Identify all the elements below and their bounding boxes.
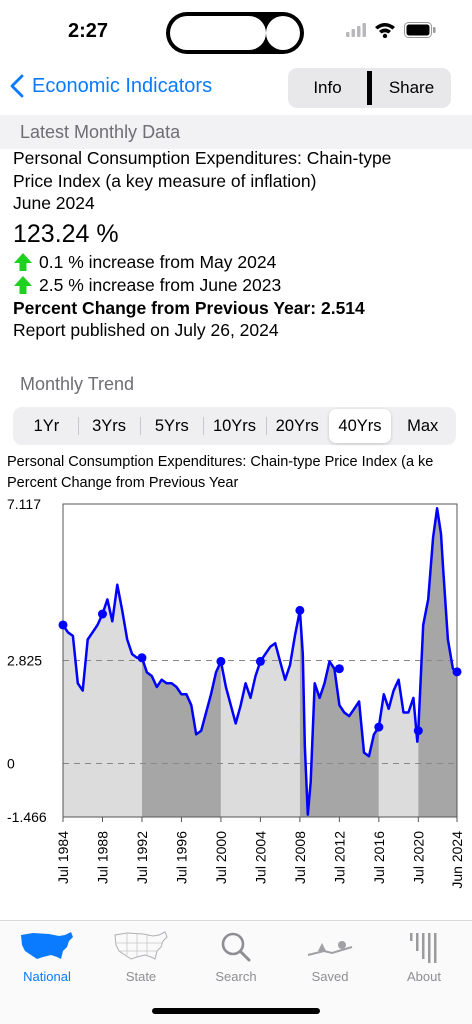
x-tick-label: Jul 2000 — [213, 831, 229, 884]
pct-change-label: Percent Change from Previous Year: 2.514 — [13, 297, 365, 318]
state-map-icon — [114, 931, 168, 960]
data-point — [137, 653, 147, 663]
tab-search[interactable]: Search — [196, 929, 276, 984]
navigation-bar: Economic Indicators Info Share — [0, 62, 472, 114]
info-button[interactable]: Info — [313, 78, 342, 97]
latest-data-block: Personal Consumption Expenditures: Chain… — [13, 147, 463, 342]
chart-ylabel: Percent Change from Previous Year — [7, 475, 239, 491]
data-point — [374, 722, 384, 732]
data-point — [97, 609, 107, 619]
data-point — [295, 605, 305, 615]
index-value: 123.24 % — [13, 219, 119, 248]
chevron-left-icon — [10, 74, 24, 98]
data-point — [452, 667, 462, 677]
data-point — [216, 656, 226, 666]
latest-data-header: Latest Monthly Data — [0, 115, 472, 149]
trend-chart[interactable]: 7.117 2.825 0 -1.466 Jul 1984 Jul 1988 Jul 199… — [0, 492, 472, 917]
range-selector: 1Yr 3Yrs 5Yrs 10Yrs 20Yrs 40Yrs Max — [13, 407, 456, 445]
tab-saved[interactable]: Saved — [290, 929, 370, 984]
range-3yrs[interactable]: 3Yrs — [77, 409, 141, 443]
x-tick-label: Jul 1988 — [94, 831, 110, 884]
x-tick-label: Jul 1996 — [173, 831, 189, 884]
tab-national-label: National — [23, 969, 71, 984]
y-tick-label: 0 — [7, 756, 15, 772]
tab-saved-label: Saved — [311, 969, 349, 984]
tab-bar: National State Search Saved About — [0, 920, 472, 1024]
magnifier-icon — [221, 932, 251, 962]
info-share-control: Info Share — [288, 68, 451, 108]
saved-icon — [307, 941, 353, 956]
island-pill — [170, 16, 266, 50]
up-arrow-icon — [14, 253, 32, 271]
range-5yrs[interactable]: 5Yrs — [140, 409, 203, 443]
share-button[interactable]: Share — [388, 78, 435, 97]
back-button-label: Economic Indicators — [32, 74, 213, 97]
range-20yrs[interactable]: 20Yrs — [265, 409, 329, 443]
dynamic-island — [166, 12, 304, 54]
y-tick-label: 2.825 — [7, 653, 42, 669]
wifi-icon — [375, 23, 395, 38]
published-label: Report published on July 26, 2024 — [13, 320, 279, 340]
signal-icon — [346, 23, 366, 37]
home-indicator — [152, 1008, 320, 1014]
monthly-trend-header: Monthly Trend — [0, 367, 472, 401]
y-tick-label: -1.466 — [7, 809, 47, 825]
range-40yrs[interactable]: 40Yrs — [328, 409, 392, 443]
up-arrow-icon — [14, 276, 32, 294]
change-month-row: 0.1 % increase from May 2024 — [13, 251, 463, 274]
data-point — [334, 664, 344, 674]
tab-about-label: About — [407, 969, 441, 984]
tab-state[interactable]: State — [101, 929, 181, 984]
change-year-text: 2.5 % increase from June 2023 — [39, 274, 282, 295]
island-dot — [266, 16, 300, 50]
change-month-text: 0.1 % increase from May 2024 — [39, 251, 277, 272]
tab-about[interactable]: About — [384, 929, 464, 984]
about-icon — [410, 933, 437, 963]
x-tick-label: Jul 2020 — [410, 831, 426, 884]
tab-national[interactable]: National — [7, 929, 87, 984]
data-point — [413, 726, 423, 736]
x-tick-label: Jun 2024 — [449, 831, 465, 889]
period-label: June 2024 — [13, 193, 95, 213]
us-map-icon — [21, 932, 73, 959]
x-tick-label: Jul 2016 — [371, 831, 387, 884]
x-tick-label: Jul 2004 — [252, 831, 268, 884]
x-tick-label: Jul 2008 — [292, 831, 308, 884]
y-tick-label: 7.117 — [7, 496, 41, 512]
chart-title: Personal Consumption Expenditures: Chain… — [7, 454, 434, 470]
range-max[interactable]: Max — [407, 417, 439, 435]
tab-state-label: State — [125, 969, 157, 984]
series-title-line1: Personal Consumption Expenditures: Chain… — [13, 148, 392, 168]
chart-title-block: Personal Consumption Expenditures: Chain… — [7, 452, 472, 494]
tab-search-label: Search — [215, 969, 257, 984]
back-button[interactable]: Economic Indicators — [10, 74, 212, 98]
battery-icon — [404, 22, 436, 38]
status-icons — [346, 22, 436, 38]
x-tick-label: Jul 1984 — [55, 831, 71, 884]
data-point — [58, 620, 68, 630]
x-tick-label: Jul 2012 — [331, 831, 347, 884]
status-time: 2:27 — [68, 20, 109, 42]
change-year-row: 2.5 % increase from June 2023 — [13, 274, 463, 297]
x-tick-label: Jul 1992 — [134, 831, 150, 884]
status-bar: 2:27 — [0, 0, 472, 60]
data-point — [255, 656, 265, 666]
range-10yrs[interactable]: 10Yrs — [203, 409, 266, 443]
segment-divider — [367, 71, 372, 105]
series-title-line2: Price Index (a key measure of inflation) — [13, 170, 317, 191]
range-1yr[interactable]: 1Yr — [33, 417, 60, 435]
series-line — [61, 507, 458, 816]
